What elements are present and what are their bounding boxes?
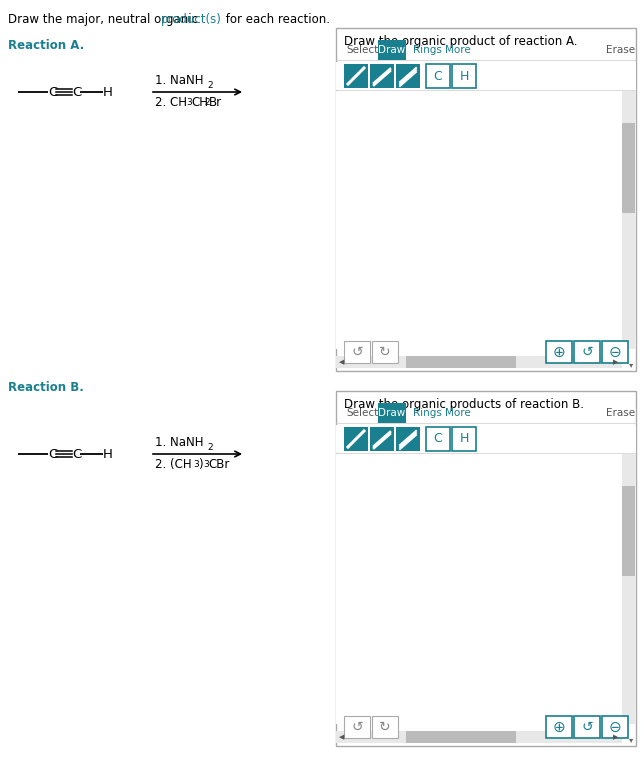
Text: ⊖: ⊖ [609,345,621,360]
Bar [396,64,420,88]
Text: Draw the organic product of reaction A.: Draw the organic product of reaction A. [344,35,578,48]
Bar [426,64,450,88]
Bar [622,486,635,576]
Text: H: H [103,86,113,99]
Bar [574,341,600,363]
Bar [406,356,516,368]
Text: ↻: ↻ [379,345,391,359]
Text: Reaction B.: Reaction B. [8,381,84,394]
Text: Reaction A.: Reaction A. [8,39,84,52]
Bar [336,91,622,349]
Text: More: More [445,408,471,418]
Text: product(s): product(s) [161,13,222,26]
Text: ⊕: ⊕ [553,345,565,360]
Bar [546,716,572,738]
Text: Rings: Rings [413,408,442,418]
Bar [372,341,398,363]
Text: ⊕: ⊕ [553,720,565,734]
Text: Draw: Draw [379,408,406,418]
Text: CH: CH [191,96,208,109]
Text: Draw the organic products of reaction B.: Draw the organic products of reaction B. [344,398,584,411]
Bar [622,123,635,213]
Bar [370,64,394,88]
Text: C: C [433,70,442,83]
Text: 3: 3 [203,460,209,469]
Bar [378,403,406,423]
Text: CBr: CBr [208,458,229,471]
Bar [344,64,368,88]
Bar [336,62,636,90]
Bar [378,40,406,60]
Bar [344,716,370,738]
Text: 2. CH: 2. CH [155,96,187,109]
Text: 2: 2 [207,443,213,452]
Text: 2: 2 [204,98,210,107]
Text: 3: 3 [186,98,192,107]
Bar [622,91,635,349]
Bar [602,341,628,363]
Text: C: C [48,86,57,99]
Text: H: H [459,70,469,83]
Bar [602,716,628,738]
Bar [336,731,622,743]
Text: ↺: ↺ [351,720,363,734]
Text: ▶: ▶ [613,734,619,740]
Text: ↺: ↺ [581,720,593,734]
Text: ▾: ▾ [629,360,633,369]
Text: for each reaction.: for each reaction. [222,13,330,26]
Text: C: C [72,448,81,461]
Bar [426,427,450,451]
Text: Rings: Rings [413,45,442,55]
Text: 2. (CH: 2. (CH [155,458,192,471]
Bar [336,28,636,371]
Text: 3: 3 [193,460,199,469]
Text: ↺: ↺ [581,345,593,359]
Text: ⊖: ⊖ [609,720,621,734]
Text: H: H [459,432,469,445]
Text: 1. NaNH: 1. NaNH [155,74,204,87]
Text: C: C [72,86,81,99]
Text: Select: Select [346,408,378,418]
Bar [336,454,622,724]
Bar [452,64,476,88]
Text: H: H [103,448,113,461]
Text: ↻: ↻ [379,720,391,734]
Bar [370,427,394,451]
Text: Erase: Erase [606,45,635,55]
Text: Select: Select [346,45,378,55]
Bar [452,427,476,451]
Bar [622,454,635,724]
Text: ◀: ◀ [339,359,345,365]
Text: More: More [445,45,471,55]
Text: C: C [48,448,57,461]
Text: ▾: ▾ [629,735,633,744]
Text: ◀: ◀ [339,734,345,740]
Bar [546,341,572,363]
Bar [372,716,398,738]
Text: C: C [433,432,442,445]
Bar [574,716,600,738]
Bar [344,427,368,451]
Bar [344,341,370,363]
Text: 1. NaNH: 1. NaNH [155,436,204,449]
Text: ▶: ▶ [613,359,619,365]
Text: 2: 2 [207,81,213,90]
Text: Draw: Draw [379,45,406,55]
Text: Draw the major, neutral organic: Draw the major, neutral organic [8,13,202,26]
Text: ): ) [198,458,203,471]
Bar [396,427,420,451]
Text: Erase: Erase [606,408,635,418]
Bar [336,356,622,368]
Bar [406,731,516,743]
Bar [336,425,636,453]
Text: Br: Br [209,96,222,109]
Text: ↺: ↺ [351,345,363,359]
Bar [336,391,636,746]
